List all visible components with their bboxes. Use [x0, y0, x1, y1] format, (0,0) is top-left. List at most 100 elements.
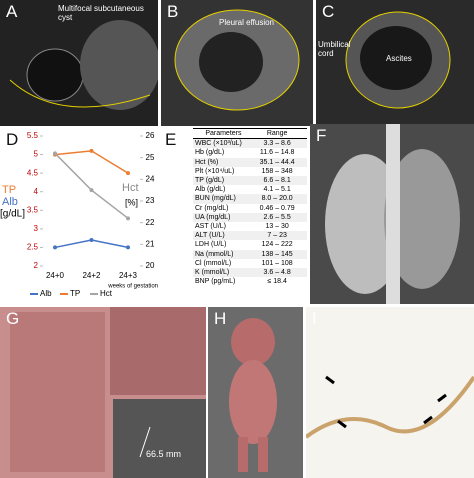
fetus	[229, 318, 277, 472]
row: Na (mmol/L)138 – 145140	[193, 249, 307, 259]
cell: BUN (mg/dL)	[193, 194, 254, 204]
panel-label: H	[214, 309, 227, 328]
cell: 6.6 – 8.1	[253, 176, 301, 186]
cell: TP (g/dL)	[193, 176, 254, 186]
row: UA (mg/dL)2.6 – 5.55.5	[193, 212, 307, 223]
row: Hb (g/dL) 11.6 – 14.8 7.5	[193, 148, 307, 157]
cell: 5.5	[300, 212, 307, 223]
y-tick-label: 2	[34, 261, 39, 270]
cell: 8.0 – 20.0	[253, 194, 301, 204]
row: K (mmol/L)3.6 – 4.83.7	[193, 268, 307, 278]
panel-a: A Multifocal subcutaneous cyst	[0, 0, 158, 126]
row: Hct (%)35.1 – 44.422.2	[193, 157, 307, 167]
cell: Cr (mg/dL)	[195, 204, 229, 212]
cell: BNP (pg/mL)	[195, 278, 236, 286]
y2-axis-label: Hct	[122, 182, 139, 194]
point	[126, 171, 130, 176]
y2-tick-label: 22	[146, 218, 155, 227]
panel-c: C Umbilical cord Ascites	[316, 0, 474, 126]
row: Cl (mmol/L) 101 – 108 108	[193, 259, 307, 268]
y-axis-label: TP	[2, 184, 16, 196]
lab-table: ParametersRangeResultWBC (×10³/uL)3.3 – …	[193, 128, 307, 286]
panel-g: G 66.5 mm	[0, 307, 206, 478]
cell: Alb (g/dL)	[195, 186, 226, 194]
annotation: Multifocal subcutaneous cyst	[58, 4, 144, 22]
cell: 36	[300, 222, 307, 231]
y2-tick-label: 25	[146, 153, 155, 162]
cell: WBC (×10³/uL)	[193, 138, 254, 149]
cell: 101 – 108	[261, 259, 293, 267]
cell: 9.3	[300, 194, 307, 204]
cell: 0.47	[300, 204, 307, 213]
panel-b: B Pleural effusion	[161, 0, 313, 126]
cell: 13 – 30	[265, 223, 289, 231]
y2-tick-label: 26	[146, 131, 155, 140]
ultrasound-c	[345, 11, 451, 109]
point	[89, 238, 94, 242]
panel-label: F	[316, 126, 327, 145]
cell: 3.3 – 8.6	[253, 138, 301, 149]
cell: 108	[300, 259, 307, 268]
cell: 3.7	[300, 268, 307, 278]
point	[53, 151, 57, 156]
panel-f: F	[310, 124, 474, 304]
y2-axis-label: [%]	[125, 197, 138, 207]
annotation: Ascites	[386, 54, 412, 63]
panel-label: B	[167, 2, 179, 21]
panel-label: C	[322, 2, 335, 21]
panel-label: G	[6, 309, 20, 328]
y-tick-label: 3.5	[27, 205, 39, 214]
legend-label: Alb	[40, 289, 52, 298]
point	[89, 188, 94, 193]
cell: Hb (g/dL)	[195, 149, 225, 157]
histology	[306, 375, 474, 439]
cell: 7.5	[300, 148, 307, 157]
cell: 7 – 23	[253, 231, 301, 241]
panel-label: D	[6, 130, 19, 149]
y-tick-label: 4	[34, 187, 39, 196]
cell: 35.1 – 44.4	[253, 157, 301, 167]
cell: Cl (mmol/L)	[195, 259, 232, 267]
cell: 0.46 – 0.79	[259, 204, 295, 212]
point	[89, 148, 94, 153]
cell: Plt (×10⁴/uL)	[195, 167, 235, 175]
point	[126, 245, 130, 250]
cell: 3.6 – 4.8	[253, 268, 301, 278]
cell: 158 – 348	[261, 167, 293, 175]
cell: Na (mmol/L)	[193, 249, 254, 259]
header-cell: Range	[253, 128, 301, 140]
panel-label: I	[312, 309, 317, 328]
x-axis-label: weeks of gestation	[107, 284, 158, 290]
cell: 4.1 – 5.1	[263, 186, 291, 194]
y2-tick-label: 24	[146, 174, 155, 183]
ultrasound-b	[174, 9, 300, 111]
cell: 2.1	[300, 185, 307, 194]
cell: Hct (%)	[193, 157, 254, 167]
cell: 9.0	[300, 138, 307, 149]
cell: 41	[300, 231, 307, 241]
x-tick-label: 24+3	[119, 271, 138, 280]
cell: 2.6 – 5.5	[253, 212, 301, 223]
row: AST (U/L) 13 – 30 36	[193, 222, 307, 231]
cell: 268	[300, 240, 307, 249]
row: BUN (mg/dL)8.0 – 20.09.3	[193, 194, 307, 204]
cell: 203	[300, 167, 307, 176]
cell: K (mmol/L)	[193, 268, 254, 278]
cell: 11.6 – 14.8	[259, 149, 295, 157]
panel-h: H	[208, 307, 303, 478]
y-tick-label: 5	[34, 150, 39, 159]
cell: ≤ 18.4	[267, 278, 287, 286]
y-axis-label: Alb	[2, 196, 18, 208]
panel-e: E ParametersRangeResultWBC (×10³/uL)3.3 …	[163, 128, 307, 303]
panel-d: 2 2.5 3 3.5 4 4.5 5 5.5 20 21 22 23 24 25 26 24+0 24+2 24…	[0, 128, 162, 303]
y-tick-label: 2.5	[27, 243, 39, 252]
y2-tick-label: 21	[146, 239, 155, 248]
xray	[325, 124, 460, 304]
y2-tick-label: 20	[146, 261, 155, 270]
cell: 124 – 222	[261, 241, 293, 249]
ultrasound-a	[9, 20, 158, 110]
series-line	[54, 150, 129, 174]
row: BNP (pg/mL) ≤ 18.4 102.3	[193, 277, 307, 286]
x-tick-label: 24+2	[82, 271, 101, 280]
